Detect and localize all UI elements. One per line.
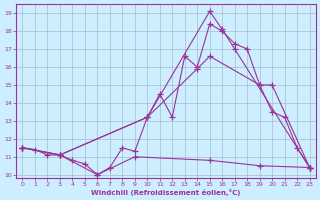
X-axis label: Windchill (Refroidissement éolien,°C): Windchill (Refroidissement éolien,°C) bbox=[91, 189, 241, 196]
